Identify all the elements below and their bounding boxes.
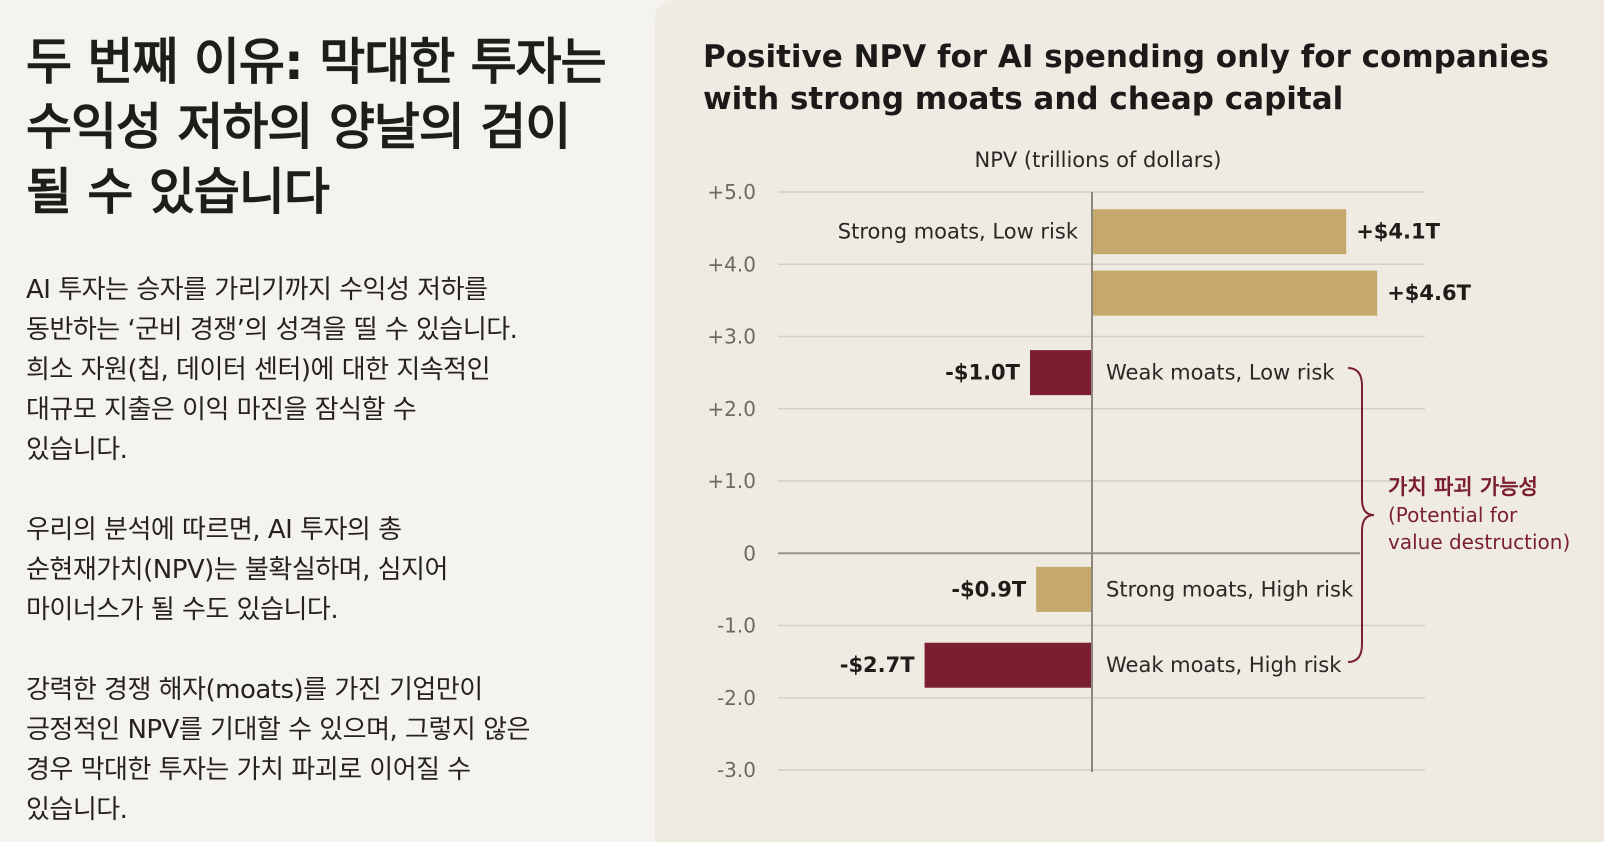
bar-category-label: Strong moats, Low risk <box>838 220 1079 244</box>
bar-category-label: Strong moats, High risk <box>1106 577 1354 601</box>
bar <box>1036 566 1092 612</box>
curly-brace <box>1347 367 1375 663</box>
paragraph-line: 있습니다. <box>26 435 128 465</box>
headline-line: 두 번째 이유: 막대한 투자는 <box>26 33 607 91</box>
bar-value-label: +$4.6T <box>1387 281 1471 305</box>
bar <box>924 642 1092 688</box>
bar-category-label: Weak moats, Low risk <box>1106 361 1335 385</box>
tick-label: 0 <box>743 541 756 565</box>
bar-value-label: -$2.7T <box>840 653 916 677</box>
paragraph-line: 있습니다. <box>26 795 128 825</box>
paragraph-line: 우리의 분석에 따르면, AI 투자의 총 <box>26 515 402 545</box>
paragraph-arms-race: AI 투자는 승자를 가리기까지 수익성 저하를 동반하는 ‘군비 경쟁’의 성… <box>26 270 626 470</box>
chart-title: Positive NPV for AI spending only for co… <box>703 39 1549 117</box>
paragraph-line: 순현재가치(NPV)는 불확실하며, 심지어 <box>26 555 448 585</box>
tick-label: -2.0 <box>717 686 756 710</box>
headline: 두 번째 이유: 막대한 투자는 수익성 저하의 양날의 검이 될 수 있습니다 <box>26 30 626 225</box>
bar-value-label: +$4.1T <box>1356 220 1440 244</box>
paragraph-line: 경우 막대한 투자는 가치 파괴로 이어질 수 <box>26 755 471 785</box>
headline-line: 수익성 저하의 양날의 검이 <box>26 98 571 156</box>
tick-label: +5.0 <box>707 180 756 204</box>
chart-panel <box>655 0 1604 842</box>
paragraph-line: 마이너스가 될 수도 있습니다. <box>26 595 339 625</box>
bar <box>1092 209 1347 255</box>
tick-label: +1.0 <box>707 469 756 493</box>
paragraph-line: 긍정적인 NPV를 기대할 수 있으며, 그렇지 않은 <box>26 715 530 745</box>
bar-value-label: -$1.0T <box>945 361 1021 385</box>
paragraph-npv-uncertain: 우리의 분석에 따르면, AI 투자의 총 순현재가치(NPV)는 불확실하며,… <box>26 510 626 630</box>
headline-line: 될 수 있습니다 <box>26 163 330 221</box>
left-panel: 두 번째 이유: 막대한 투자는 수익성 저하의 양날의 검이 될 수 있습니다… <box>0 0 655 842</box>
paragraph-line: AI 투자는 승자를 가리기까지 수익성 저하를 <box>26 275 488 305</box>
paragraph-moats: 강력한 경쟁 해자(moats)를 가진 기업만이 긍정적인 NPV를 기대할 … <box>26 670 626 830</box>
tick-label: +3.0 <box>707 325 756 349</box>
bar <box>1030 350 1092 396</box>
paragraph-line: 동반하는 ‘군비 경쟁’의 성격을 띨 수 있습니다. <box>26 315 518 345</box>
tick-label: +4.0 <box>707 252 756 276</box>
bar <box>1092 270 1378 316</box>
annotation-line: (Potential for <box>1388 503 1518 527</box>
bar-category-label: Weak moats, High risk <box>1106 653 1342 677</box>
tick-label: +2.0 <box>707 397 756 421</box>
tick-label: -1.0 <box>717 614 756 638</box>
annotation-line: value destruction) <box>1388 530 1570 554</box>
axis-title: NPV (trillions of dollars) <box>975 148 1222 172</box>
bar-value-label: -$0.9T <box>951 577 1027 601</box>
paragraph-line: 희소 자원(칩, 데이터 센터)에 대한 지속적인 <box>26 355 491 385</box>
annotation-title: 가치 파괴 가능성 <box>1388 475 1538 499</box>
paragraph-line: 강력한 경쟁 해자(moats)를 가진 기업만이 <box>26 675 483 705</box>
paragraph-line: 대규모 지출은 이익 마진을 잠식할 수 <box>26 395 417 425</box>
tick-label: -3.0 <box>717 758 756 782</box>
